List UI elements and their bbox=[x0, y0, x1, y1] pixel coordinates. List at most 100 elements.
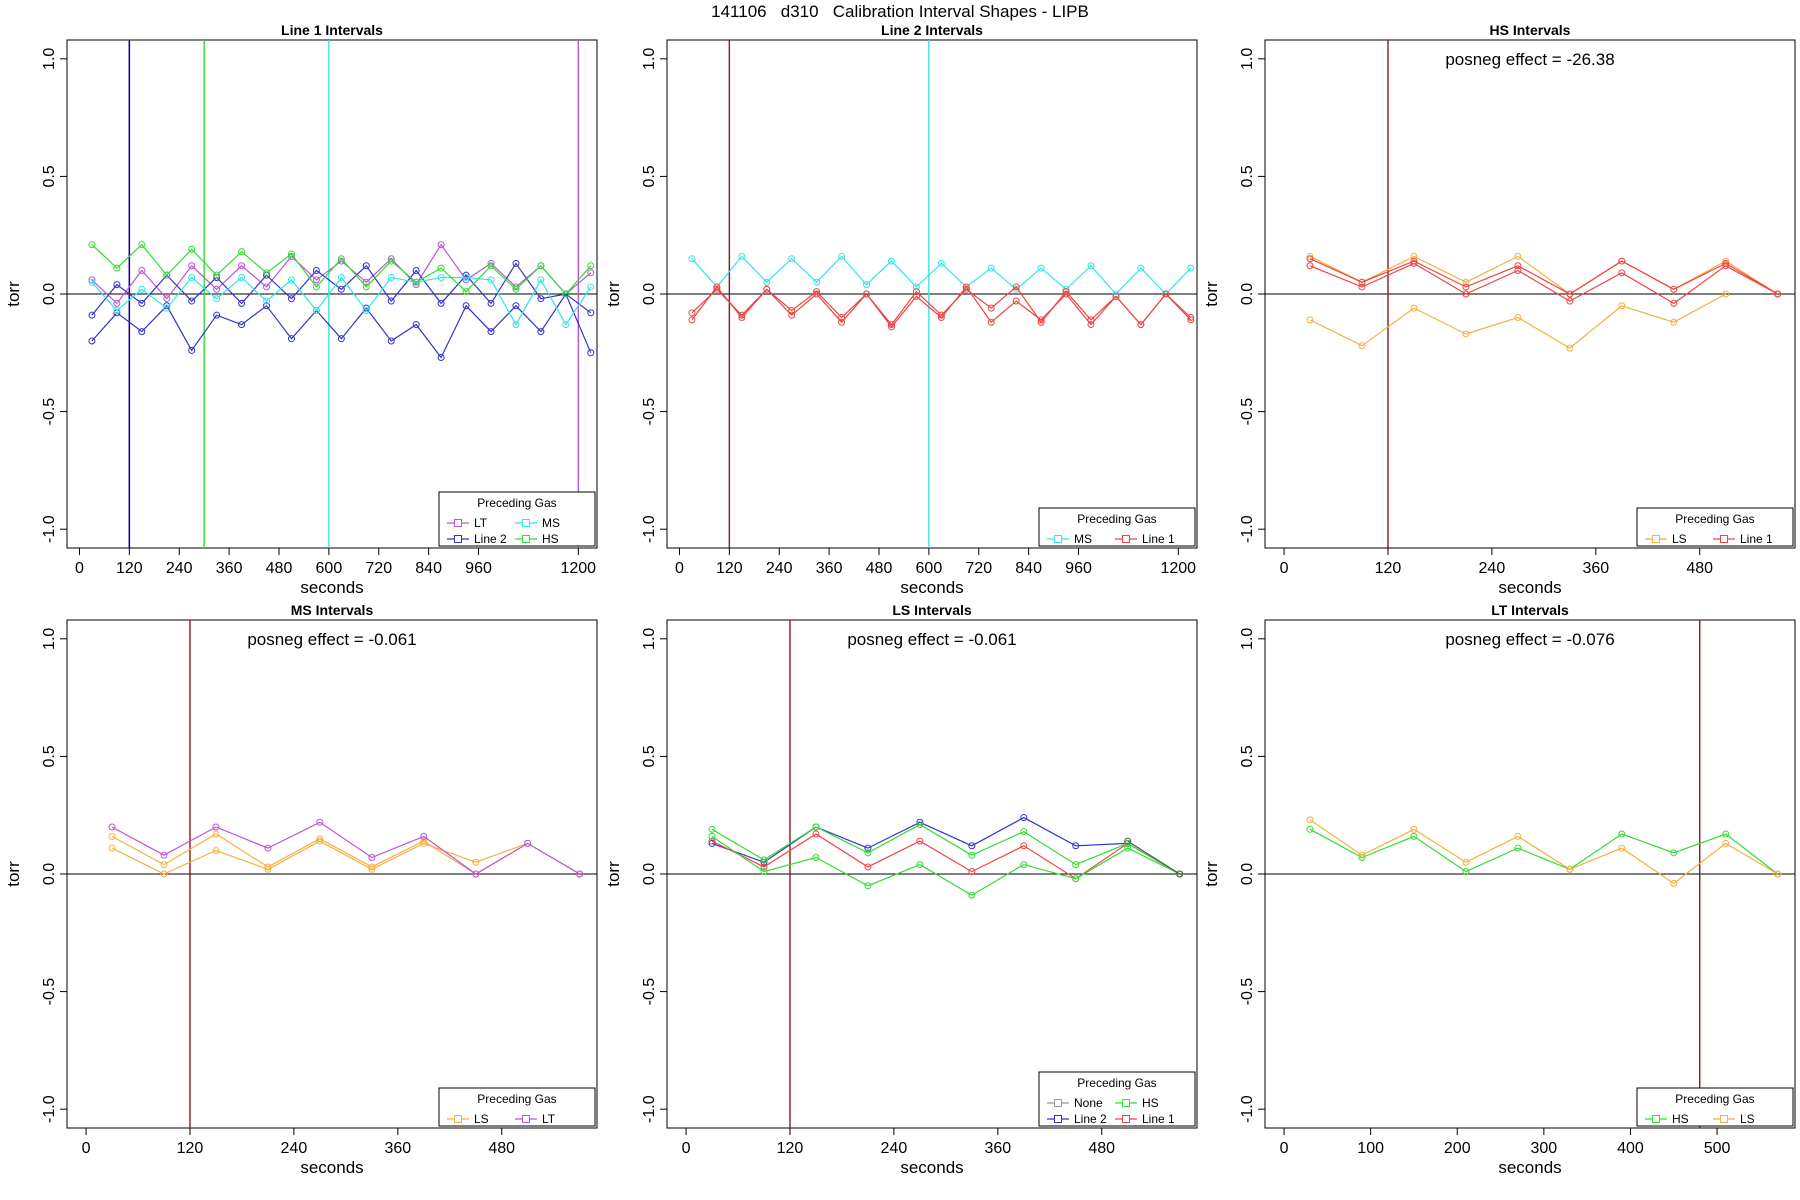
series-line bbox=[91, 243, 592, 295]
data-point bbox=[188, 297, 196, 305]
x-axis-label: seconds bbox=[300, 1158, 363, 1177]
data-point bbox=[437, 264, 445, 272]
x-axis-label: seconds bbox=[900, 1158, 963, 1177]
y-axis: -1.0 -0.5 0.0 0.5 1.0 torr bbox=[1202, 48, 1266, 543]
x-tick-label: 960 bbox=[1065, 560, 1092, 577]
data-point bbox=[1020, 842, 1028, 850]
legend-box bbox=[1636, 1087, 1794, 1127]
series-line bbox=[1309, 258, 1779, 295]
plot-area bbox=[1265, 40, 1795, 548]
x-tick-label: 0 bbox=[1280, 560, 1289, 577]
data-point bbox=[1462, 290, 1470, 298]
data-point bbox=[420, 837, 428, 845]
legend-entry-label: LS bbox=[1740, 1112, 1755, 1126]
data-point bbox=[472, 858, 480, 866]
data-point bbox=[160, 861, 168, 869]
data-point bbox=[1410, 259, 1418, 267]
series-2 bbox=[1306, 816, 1782, 887]
legend-marker bbox=[522, 1115, 530, 1123]
data-point bbox=[160, 870, 168, 878]
y-tick-label: -1.0 bbox=[41, 1095, 58, 1123]
series-3 bbox=[1306, 259, 1782, 307]
data-point bbox=[887, 257, 895, 265]
data-point bbox=[213, 295, 221, 303]
data-point bbox=[238, 274, 246, 282]
y-tick-label: 0.0 bbox=[41, 863, 58, 885]
plot-area bbox=[667, 40, 1197, 548]
data-point bbox=[337, 335, 345, 343]
data-point bbox=[88, 241, 96, 249]
data-point bbox=[1410, 252, 1418, 260]
subplot-title: LS Intervals bbox=[892, 602, 972, 618]
legend: Preceding Gas HS LS bbox=[1636, 1087, 1794, 1127]
data-point bbox=[1020, 814, 1028, 822]
data-point bbox=[1670, 879, 1678, 887]
y-tick-label: 1.0 bbox=[41, 628, 58, 650]
y-tick-label: 1.0 bbox=[41, 48, 58, 70]
data-point bbox=[760, 856, 768, 864]
data-point bbox=[113, 281, 121, 289]
data-point bbox=[688, 316, 696, 324]
data-point bbox=[524, 839, 532, 847]
data-point bbox=[412, 278, 420, 286]
series-1 bbox=[708, 814, 1132, 866]
x-axis: 0 120 240 360 480 seconds bbox=[682, 1127, 1115, 1177]
data-point bbox=[812, 830, 820, 838]
subplot-title: LT Intervals bbox=[1491, 602, 1569, 618]
y-tick-label: 0.5 bbox=[641, 745, 658, 767]
data-point bbox=[88, 311, 96, 319]
data-point bbox=[362, 262, 370, 270]
data-point bbox=[916, 861, 924, 869]
series-line bbox=[91, 276, 592, 326]
data-point bbox=[1566, 297, 1574, 305]
series-line bbox=[1309, 828, 1779, 875]
data-point bbox=[1410, 257, 1418, 265]
data-point bbox=[487, 262, 495, 270]
posneg-annotation: posneg effect = -0.061 bbox=[247, 630, 416, 649]
data-point bbox=[287, 250, 295, 258]
data-point bbox=[887, 323, 895, 331]
data-point bbox=[512, 321, 520, 329]
data-point bbox=[1072, 875, 1080, 883]
data-point bbox=[1306, 816, 1314, 824]
x-tick-label: 120 bbox=[116, 560, 143, 577]
legend-entry-label: Line 2 bbox=[474, 532, 507, 546]
data-point bbox=[263, 297, 271, 305]
series-line bbox=[711, 823, 1181, 875]
data-point bbox=[587, 269, 595, 277]
data-point bbox=[1072, 842, 1080, 850]
data-point bbox=[1187, 316, 1195, 324]
y-tick-label: 1.0 bbox=[641, 48, 658, 70]
legend-marker bbox=[1054, 1115, 1062, 1123]
data-point bbox=[1618, 844, 1626, 852]
legend-title: Preceding Gas bbox=[477, 496, 556, 510]
legend-marker bbox=[454, 535, 462, 543]
data-point bbox=[412, 266, 420, 274]
y-tick-label: 1.0 bbox=[1239, 628, 1256, 650]
x-axis: 0 120 240 360 480 600 720 840 960 1200 seconds bbox=[675, 547, 1196, 597]
series-line bbox=[1309, 819, 1779, 885]
data-point bbox=[1566, 344, 1574, 352]
subplot-5: LS Intervals 0 120 240 360 480 seconds -1.0 -0.5… bbox=[604, 602, 1198, 1177]
data-point bbox=[462, 288, 470, 296]
subplot-1: Line 1 Intervals 0 120 240 360 480 600 720 840 96… bbox=[4, 22, 598, 597]
plot-area bbox=[667, 620, 1197, 1128]
data-point bbox=[1670, 318, 1678, 326]
data-point bbox=[437, 299, 445, 307]
plot-area bbox=[67, 620, 597, 1128]
y-tick-label: 1.0 bbox=[641, 628, 658, 650]
series-line bbox=[1309, 262, 1778, 305]
data-point bbox=[912, 288, 920, 296]
y-tick-label: -0.5 bbox=[641, 978, 658, 1006]
data-point bbox=[188, 346, 196, 354]
x-tick-label: 360 bbox=[984, 1140, 1011, 1157]
legend-marker bbox=[1054, 1099, 1062, 1107]
posneg-annotation: posneg effect = -26.38 bbox=[1445, 50, 1614, 69]
data-point bbox=[88, 278, 96, 286]
x-tick-label: 480 bbox=[488, 1140, 515, 1157]
series-4 bbox=[88, 274, 595, 329]
data-point bbox=[937, 259, 945, 267]
data-point bbox=[487, 299, 495, 307]
legend-box bbox=[1038, 1071, 1196, 1127]
data-point bbox=[708, 825, 716, 833]
